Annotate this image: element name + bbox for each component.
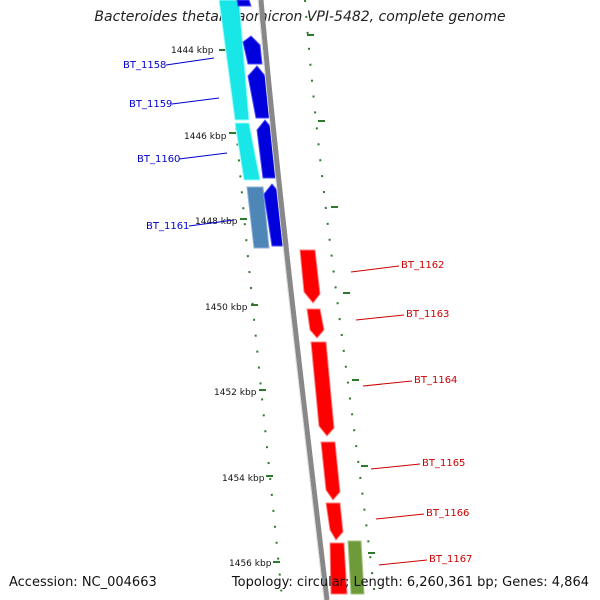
leader-bt1161 [188, 219, 235, 227]
genome-title: Bacteroides thetaiotaomicron VPI-5482, c… [94, 9, 506, 25]
reverse-genes [299, 249, 348, 595]
leader-bt1162 [350, 265, 400, 273]
gene-arrow-bt1165 [320, 441, 341, 501]
tick-label-1450: 1450 kbp [205, 303, 248, 313]
genome-backbone [258, 0, 330, 600]
feature-olive [347, 540, 365, 595]
gene-arrow-bt1163 [306, 308, 325, 339]
gene-label-bt1160[interactable]: BT_1160 [137, 154, 180, 165]
leader-bt1167 [378, 559, 428, 566]
gene-arrow-bt1162 [299, 249, 321, 304]
leader-bt1166 [375, 513, 425, 520]
tick-label-1456: 1456 kbp [229, 559, 272, 569]
feature-cyan-lower [234, 122, 261, 181]
gene-label-bt1167[interactable]: BT_1167 [429, 554, 472, 565]
tick-label-1446: 1446 kbp [184, 132, 227, 142]
leader-bt1165 [370, 463, 421, 470]
gene-arrow-bt1158 [242, 35, 263, 65]
gene-label-bt1161[interactable]: BT_1161 [146, 221, 189, 232]
genome-summary: Topology: circular; Length: 6,260,361 bp… [231, 575, 589, 590]
gene-label-bt1162[interactable]: BT_1162 [401, 260, 444, 271]
tick-label-1454: 1454 kbp [222, 474, 265, 484]
leader-bt1164 [362, 380, 413, 387]
gene-label-bt1165[interactable]: BT_1165 [422, 458, 465, 469]
gene-label-bt1164[interactable]: BT_1164 [414, 375, 457, 386]
genome-backbone-highlight [257, 0, 325, 600]
leader-bt1158 [165, 57, 215, 66]
gene-label-bt1166[interactable]: BT_1166 [426, 508, 469, 519]
leader-bt1163 [355, 314, 405, 321]
gene-label-bt1158[interactable]: BT_1158 [123, 60, 166, 71]
leader-bt1160 [178, 152, 228, 160]
gene-arrow-bt1166 [325, 502, 344, 541]
accession-label: Accession: NC_004663 [9, 575, 157, 590]
gene-label-bt1159[interactable]: BT_1159 [129, 99, 172, 110]
left-label-leaders [165, 57, 235, 227]
gene-arrow-bt1167 [329, 542, 348, 595]
gene-label-bt1163[interactable]: BT_1163 [406, 309, 449, 320]
feature-cyan-upper [218, 0, 250, 121]
tick-label-1452: 1452 kbp [214, 388, 257, 398]
right-label-leaders [350, 265, 428, 566]
gene-arrow-bt1157 [236, 0, 252, 7]
leader-bt1159 [171, 97, 220, 105]
tick-marks [219, 34, 375, 563]
gene-arrow-bt1164 [310, 341, 335, 437]
tick-label-1444: 1444 kbp [171, 46, 214, 56]
feature-steel [246, 186, 270, 249]
